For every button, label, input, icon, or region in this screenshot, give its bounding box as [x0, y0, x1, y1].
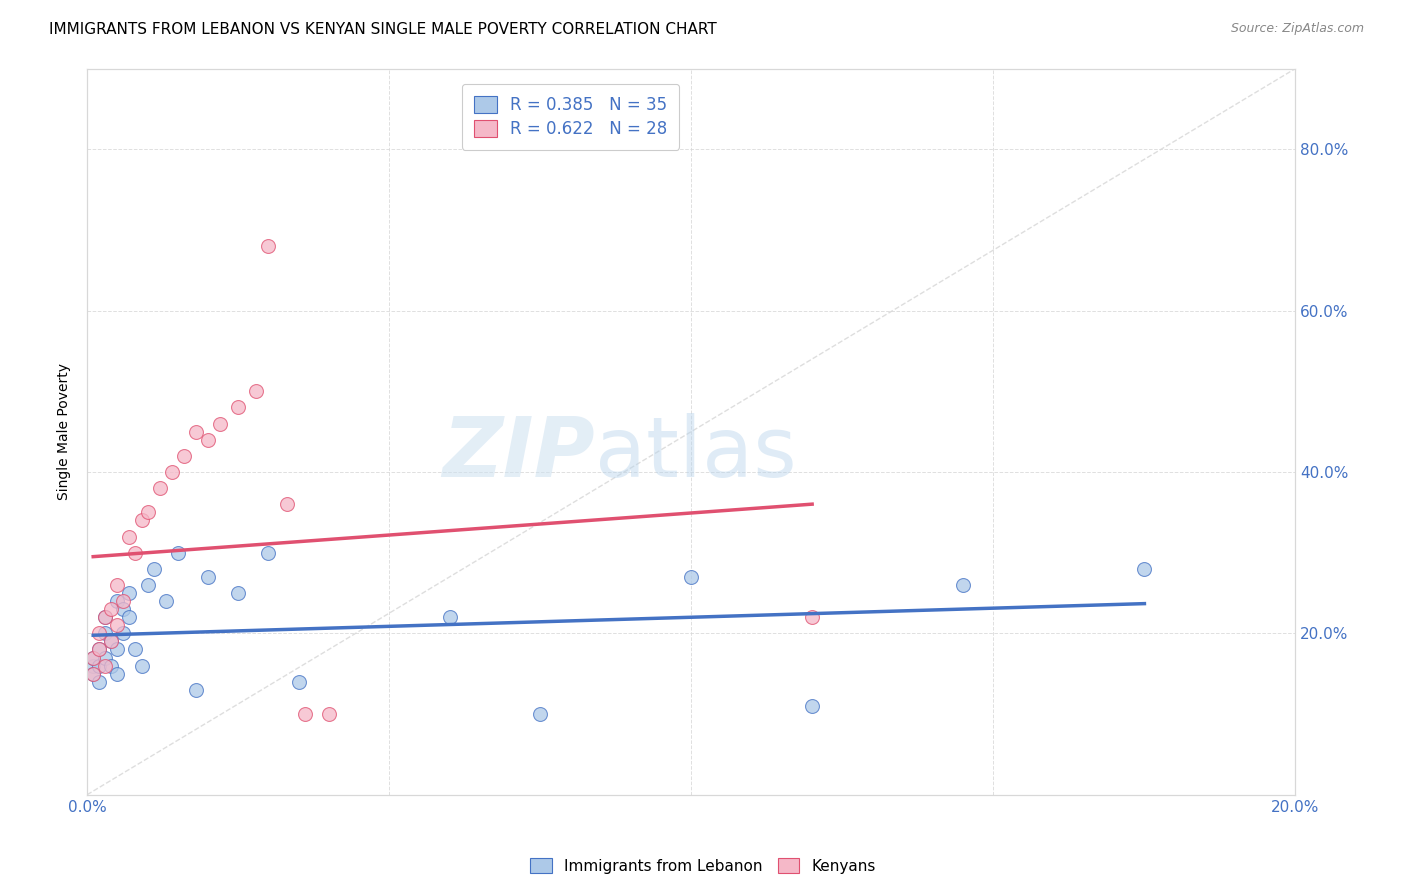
- Point: [100, 634, 122, 648]
- Point: [82, 650, 104, 665]
- Point: [287, 674, 309, 689]
- Point: [245, 384, 267, 399]
- Point: [94, 610, 117, 624]
- Point: [142, 562, 165, 576]
- Point: [105, 666, 128, 681]
- Point: [276, 497, 298, 511]
- Point: [94, 650, 117, 665]
- Point: [105, 618, 128, 632]
- Point: [184, 425, 207, 439]
- Point: [529, 706, 551, 721]
- Point: [89, 642, 111, 657]
- Point: [801, 698, 824, 713]
- Point: [89, 626, 111, 640]
- Point: [82, 650, 104, 665]
- Point: [160, 465, 183, 479]
- Point: [89, 642, 111, 657]
- Point: [681, 570, 703, 584]
- Point: [801, 610, 824, 624]
- Point: [294, 706, 316, 721]
- Point: [82, 666, 104, 681]
- Point: [149, 481, 172, 495]
- Point: [124, 642, 146, 657]
- Point: [197, 570, 219, 584]
- Point: [952, 578, 974, 592]
- Point: [94, 658, 117, 673]
- Text: atlas: atlas: [595, 413, 796, 494]
- Point: [155, 594, 177, 608]
- Point: [197, 433, 219, 447]
- Point: [112, 626, 135, 640]
- Text: Source: ZipAtlas.com: Source: ZipAtlas.com: [1230, 22, 1364, 36]
- Point: [112, 602, 135, 616]
- Point: [89, 674, 111, 689]
- Point: [131, 513, 153, 527]
- Point: [118, 586, 141, 600]
- Legend: Immigrants from Lebanon, Kenyans: Immigrants from Lebanon, Kenyans: [524, 852, 882, 880]
- Point: [209, 417, 232, 431]
- Text: ZIP: ZIP: [441, 413, 595, 494]
- Point: [184, 682, 207, 697]
- Point: [173, 449, 195, 463]
- Point: [82, 666, 104, 681]
- Point: [105, 578, 128, 592]
- Point: [82, 658, 104, 673]
- Point: [100, 602, 122, 616]
- Point: [136, 505, 159, 519]
- Point: [89, 658, 111, 673]
- Point: [105, 594, 128, 608]
- Point: [1133, 562, 1156, 576]
- Point: [118, 610, 141, 624]
- Point: [124, 546, 146, 560]
- Point: [226, 586, 249, 600]
- Point: [94, 610, 117, 624]
- Point: [112, 594, 135, 608]
- Text: IMMIGRANTS FROM LEBANON VS KENYAN SINGLE MALE POVERTY CORRELATION CHART: IMMIGRANTS FROM LEBANON VS KENYAN SINGLE…: [49, 22, 717, 37]
- Point: [94, 626, 117, 640]
- Point: [118, 529, 141, 543]
- Y-axis label: Single Male Poverty: Single Male Poverty: [58, 363, 72, 500]
- Point: [105, 642, 128, 657]
- Point: [226, 401, 249, 415]
- Point: [257, 546, 280, 560]
- Point: [100, 658, 122, 673]
- Point: [318, 706, 340, 721]
- Point: [166, 546, 188, 560]
- Point: [100, 634, 122, 648]
- Point: [439, 610, 461, 624]
- Point: [136, 578, 159, 592]
- Legend: R = 0.385   N = 35, R = 0.622   N = 28: R = 0.385 N = 35, R = 0.622 N = 28: [461, 84, 679, 150]
- Point: [257, 239, 280, 253]
- Point: [131, 658, 153, 673]
